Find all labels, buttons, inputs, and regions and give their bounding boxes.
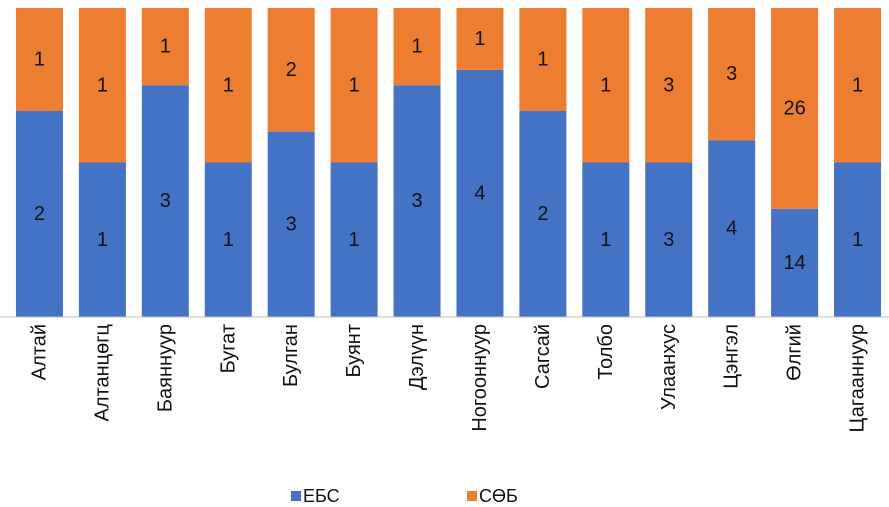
- data-label-ebs-12: 4: [726, 218, 737, 240]
- bar-segment-2-sob: [78, 8, 126, 163]
- bar-segment-4-sob: [204, 8, 252, 163]
- data-label-ebs-2: 1: [97, 229, 108, 251]
- bar-segment-3-ebs: [141, 85, 189, 317]
- legend-label-ebs: ЕБС: [303, 486, 340, 506]
- data-label-ebs-13: 14: [783, 252, 805, 274]
- bar-segment-5-ebs: [267, 131, 315, 317]
- category-label-5: Булган: [280, 324, 302, 387]
- data-label-sob-7: 1: [411, 36, 422, 58]
- category-label-13: Өлгий: [784, 324, 806, 381]
- legend-swatch-sob: [467, 491, 477, 501]
- data-label-ebs-4: 1: [223, 229, 234, 251]
- data-label-ebs-9: 2: [537, 203, 548, 225]
- data-label-sob-9: 1: [537, 49, 548, 71]
- category-label-6: Буянт: [343, 324, 365, 378]
- data-label-sob-8: 1: [474, 28, 485, 50]
- data-label-sob-11: 3: [663, 74, 674, 96]
- data-label-sob-13: 26: [783, 97, 805, 119]
- category-label-7: Дэлүүн: [406, 324, 428, 390]
- data-label-sob-12: 3: [726, 63, 737, 85]
- bar-segment-10-ebs: [582, 162, 630, 317]
- bar-segment-1-ebs: [15, 111, 63, 317]
- category-label-12: Цэнгэл: [721, 324, 743, 389]
- data-label-ebs-8: 4: [474, 182, 485, 204]
- bar-segment-11-sob: [645, 8, 693, 163]
- bar-segment-13-ebs: [771, 208, 819, 317]
- bar-segment-7-sob: [393, 8, 441, 86]
- category-label-3: Баяннуур: [154, 324, 176, 412]
- data-label-ebs-5: 3: [286, 213, 297, 235]
- bar-segment-8-sob: [456, 8, 504, 70]
- bar-segment-5-sob: [267, 8, 315, 132]
- chart-legend: ЕБС СӨБ: [291, 486, 518, 506]
- bar-segment-2-ebs: [78, 162, 126, 317]
- bar-segment-9-ebs: [519, 111, 567, 317]
- data-label-ebs-1: 2: [34, 203, 45, 225]
- category-label-9: Сагсай: [532, 324, 554, 389]
- data-label-sob-1: 1: [34, 49, 45, 71]
- category-label-14: Цагааннуур: [847, 324, 869, 432]
- bar-segment-12-sob: [708, 8, 756, 141]
- data-label-ebs-14: 1: [852, 229, 863, 251]
- category-label-8: Ногооннуур: [469, 324, 491, 432]
- bar-segment-13-sob: [771, 8, 819, 209]
- category-label-11: Улаанхус: [658, 324, 680, 410]
- data-label-sob-6: 1: [349, 74, 360, 96]
- category-label-1: Алтай: [28, 324, 50, 380]
- data-label-ebs-6: 1: [349, 229, 360, 251]
- category-label-10: Толбо: [595, 324, 617, 380]
- data-label-sob-10: 1: [600, 74, 611, 96]
- bar-segment-1-sob: [15, 8, 63, 111]
- category-label-4: Бугат: [217, 324, 239, 373]
- data-label-ebs-3: 3: [160, 190, 171, 212]
- data-label-ebs-11: 3: [663, 229, 674, 251]
- data-label-ebs-7: 3: [411, 190, 422, 212]
- bar-segment-4-ebs: [204, 162, 252, 317]
- bar-segment-7-ebs: [393, 85, 441, 317]
- bar-segment-9-sob: [519, 8, 567, 111]
- data-label-ebs-10: 1: [600, 229, 611, 251]
- bar-segment-10-sob: [582, 8, 630, 163]
- bar-segment-6-sob: [330, 8, 378, 163]
- bar-segment-11-ebs: [645, 162, 693, 317]
- legend-label-sob: СӨБ: [479, 486, 518, 506]
- data-label-sob-2: 1: [97, 74, 108, 96]
- category-label-2: Алтанцөгц: [91, 324, 113, 421]
- bar-segment-12-ebs: [708, 140, 756, 317]
- data-label-sob-14: 1: [852, 74, 863, 96]
- bar-segment-14-ebs: [834, 162, 882, 317]
- bar-segment-8-ebs: [456, 69, 504, 317]
- bar-segment-14-sob: [834, 8, 882, 163]
- data-label-sob-4: 1: [223, 74, 234, 96]
- bar-segment-6-ebs: [330, 162, 378, 317]
- data-label-sob-3: 1: [160, 36, 171, 58]
- legend-swatch-ebs: [291, 491, 301, 501]
- bar-segment-3-sob: [141, 8, 189, 86]
- data-label-sob-5: 2: [286, 59, 297, 81]
